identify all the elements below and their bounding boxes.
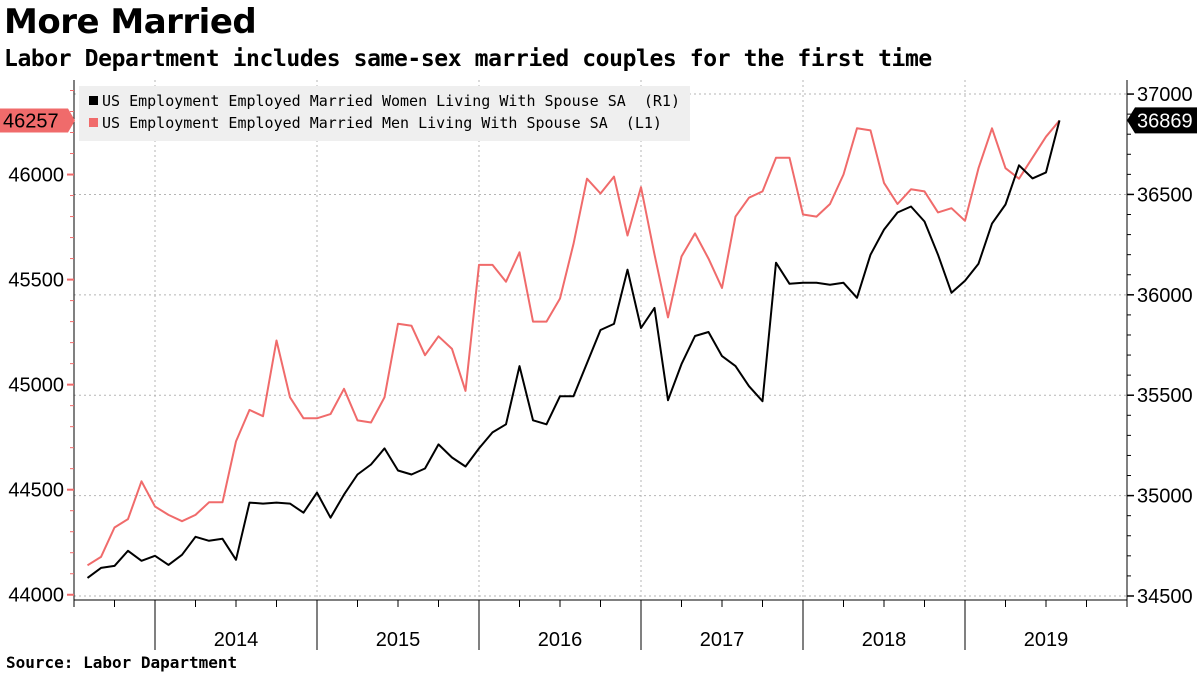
last-value-label-women: 36869 [1127,107,1197,134]
y-right-tick-label: 37000 [1137,84,1193,106]
grid-lines [74,80,1127,600]
y-left-tick-label: 45000 [8,375,64,397]
legend-swatch-women [89,96,98,105]
legend: US Employment Employed Married Women Liv… [79,86,690,141]
legend-entry-men: US Employment Employed Married Men Livin… [102,114,662,132]
y-right-tick-label: 34500 [1137,586,1193,608]
chart-subtitle: Labor Department includes same-sex marri… [4,46,932,72]
x-tick-label: 2017 [700,629,745,651]
last-value-label-men: 46257 [0,108,75,133]
svg-text:46257: 46257 [3,111,59,133]
x-tick-label: 2015 [376,629,421,651]
y-left-tick-label: 44000 [8,585,64,607]
axes: 2014 2015 2016 2017 2018 2019 44000 44500 45000 4… [8,80,1193,651]
svg-text:36869: 36869 [1137,110,1193,132]
legend-background [79,86,690,141]
series-line-women [86,120,1061,579]
last-value-labels: 46257 36869 [0,107,1197,134]
source-note: Source: Labor Dapartment [6,653,238,672]
y-right-tick-label: 35000 [1137,486,1193,508]
series-lines [86,119,1061,579]
legend-entry-women: US Employment Employed Married Women Liv… [102,92,680,110]
y-left-tick-label: 45500 [8,270,64,292]
y-right-tick-label: 36000 [1137,285,1193,307]
y-right-tick-label: 35500 [1137,385,1193,407]
y-right-tick-label: 36500 [1137,184,1193,206]
y-left-tick-label: 44500 [8,480,64,502]
series-line-men [86,119,1061,567]
x-tick-label: 2016 [538,629,583,651]
x-tick-label: 2018 [862,629,907,651]
chart-title: More Married [4,2,257,42]
legend-swatch-men [89,118,98,127]
x-tick-label: 2014 [214,629,259,651]
y-left-tick-label: 46000 [8,165,64,187]
x-tick-label: 2019 [1024,629,1069,651]
